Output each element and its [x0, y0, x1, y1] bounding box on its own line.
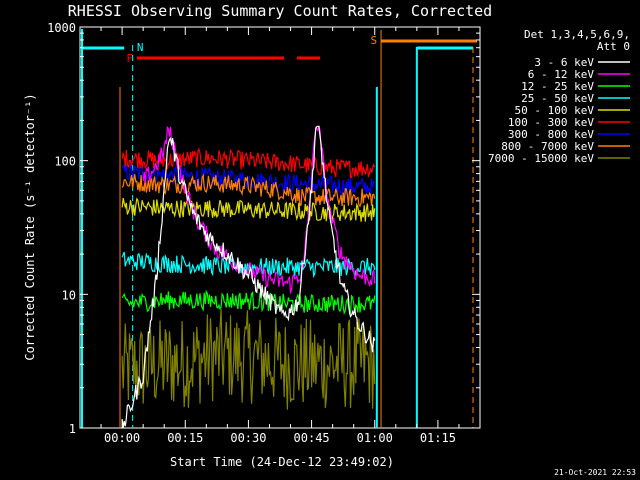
x-tick-label: 01:00	[357, 431, 393, 445]
x-tick-label: 00:00	[104, 431, 140, 445]
annotation-layer: NF S	[81, 29, 477, 428]
y-tick-label: 10	[62, 288, 76, 302]
legend-entry-label: 300 - 800 keV	[508, 128, 594, 141]
legend-entry-label: 12 - 25 keV	[521, 80, 594, 93]
legend-entry-label: 25 - 50 keV	[521, 92, 594, 105]
y-axis-label: Corrected Count Rate (s⁻¹ detector⁻¹)	[23, 93, 37, 360]
series-line-12-25-kev	[121, 289, 376, 316]
legend-header-line-1: Det 1,3,4,5,6,9,	[524, 28, 630, 41]
plot-frame	[79, 26, 481, 429]
x-tick-label: 00:45	[294, 431, 330, 445]
series-line-300-800-kev	[121, 162, 375, 197]
legend-entry-label: 100 - 300 keV	[508, 116, 594, 129]
x-tick-label: 00:30	[230, 431, 266, 445]
x-axis-label: Start Time (24-Dec-12 23:49:02)	[170, 455, 394, 469]
marker-label-n: N	[137, 41, 144, 54]
legend-header-line-2: Att 0	[597, 40, 630, 53]
x-tick-label: 00:15	[167, 431, 203, 445]
x-tick-label: 01:15	[420, 431, 456, 445]
marker-label-s: S	[371, 34, 378, 47]
legend-entry-label: 50 - 100 keV	[515, 104, 595, 117]
footer-date: 21-Oct-2021 22:53	[554, 468, 636, 477]
legend-entry-label: 7000 - 15000 keV	[488, 152, 594, 165]
series-line-7000-15000-kev	[121, 309, 376, 410]
y-tick-label: 1	[69, 422, 76, 436]
tick-layer: 00:00 00:15 00:30 00:45 01:00 01:15 1 10 100 1000	[47, 21, 480, 445]
marker-label-f: F	[126, 52, 133, 65]
series-line-100-300-kev	[121, 147, 376, 179]
series-line-3-6-kev	[121, 125, 376, 429]
plot-border	[79, 26, 481, 429]
y-tick-label: 1000	[47, 21, 76, 35]
y-tick-label: 100	[54, 155, 76, 169]
series-layer	[121, 125, 376, 429]
legend-entry-label: 6 - 12 keV	[528, 68, 595, 81]
legend-entry-label: 800 - 7000 keV	[501, 140, 594, 153]
series-line-50-100-kev	[121, 197, 376, 222]
chart-title: RHESSI Observing Summary Count Rates, Co…	[68, 2, 492, 20]
legend-entry-label: 3 - 6 keV	[534, 56, 594, 69]
